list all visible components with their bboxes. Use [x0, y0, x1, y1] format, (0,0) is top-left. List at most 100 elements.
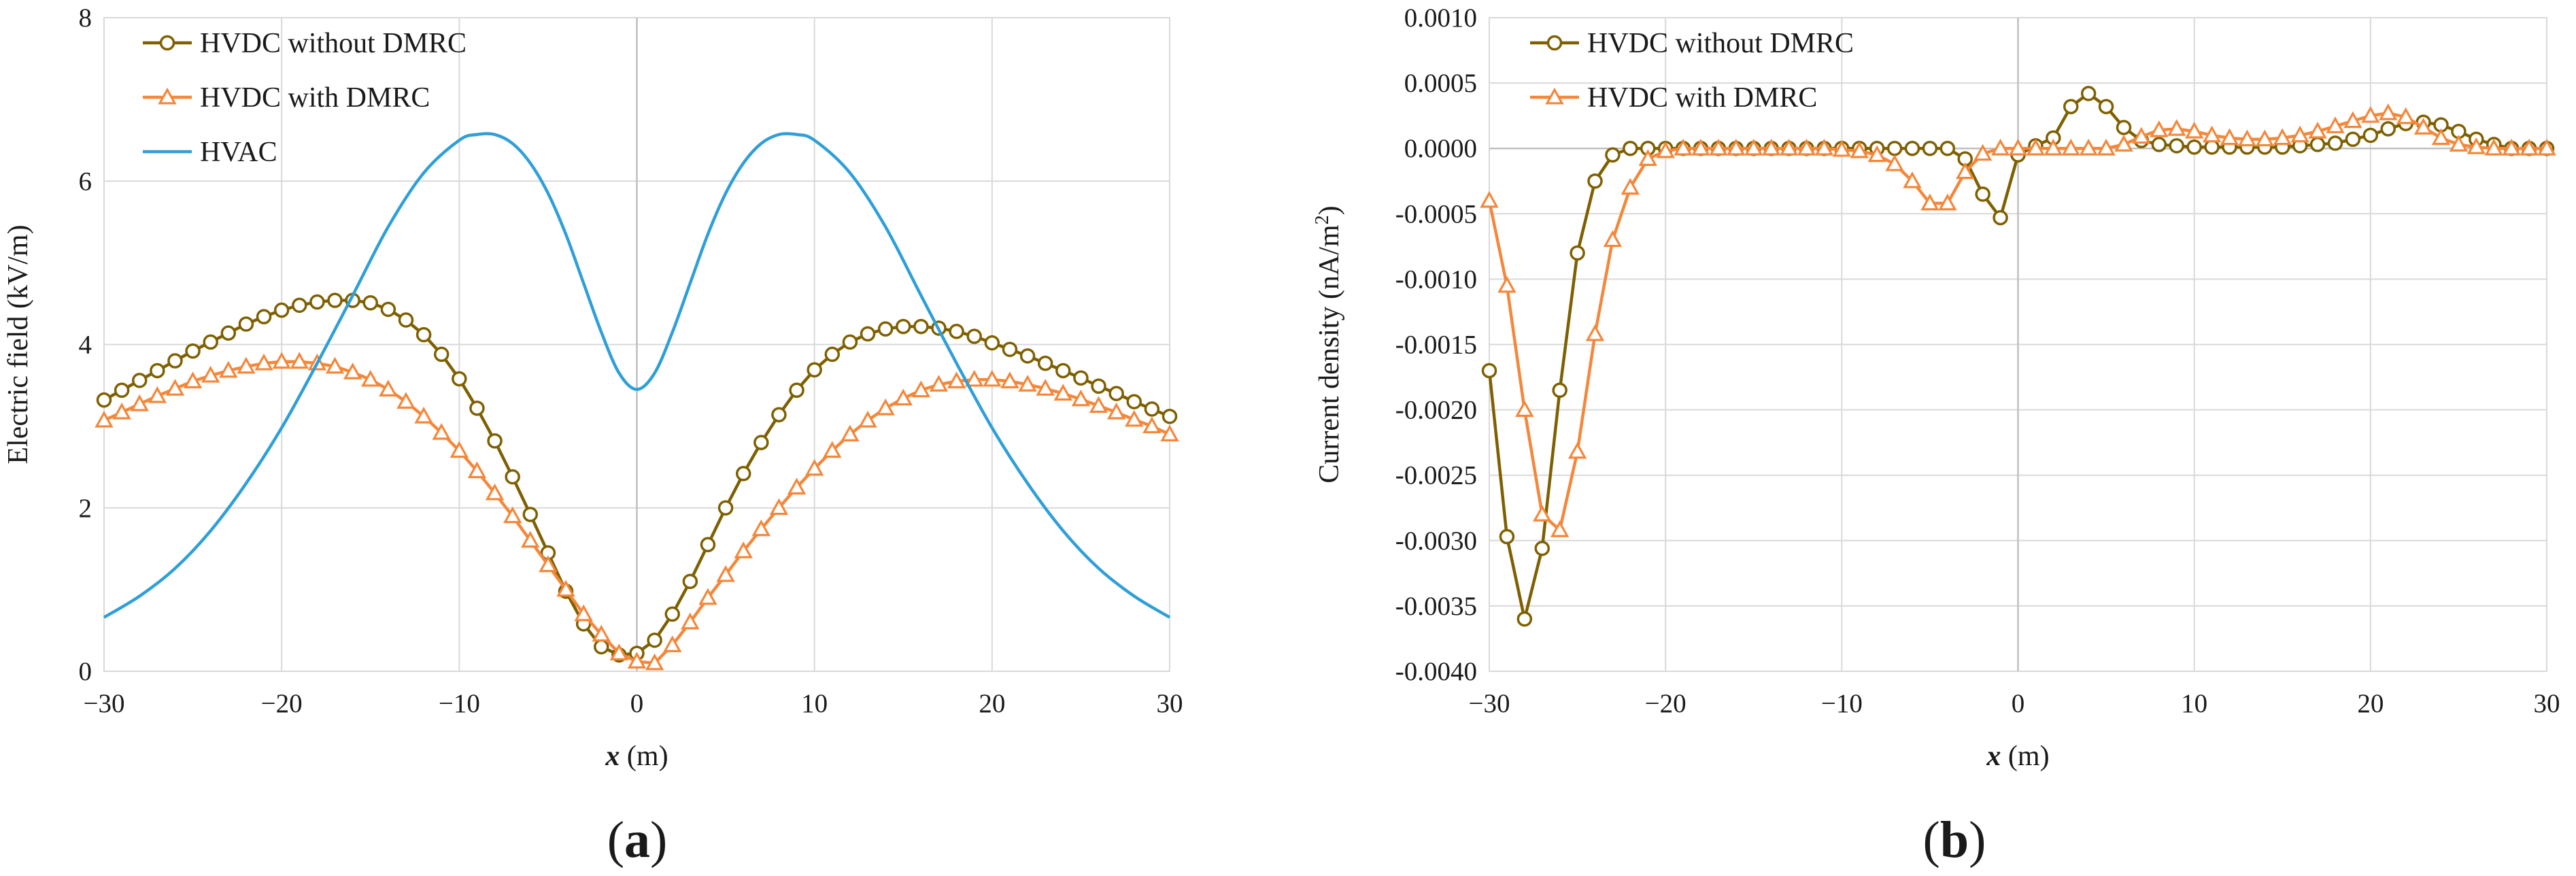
data-point-hvdc-without-dmrc — [1605, 147, 1621, 163]
data-point-hvdc-with-dmrc — [663, 635, 682, 652]
data-point-hvdc-without-dmrc — [1534, 541, 1550, 556]
data-point-hvdc-with-dmrc — [2132, 127, 2151, 144]
data-point-hvdc-with-dmrc — [539, 555, 558, 573]
data-point-hvdc-with-dmrc — [787, 477, 807, 495]
data-point-hvdc-with-dmrc — [1603, 230, 1623, 248]
data-point-hvdc-without-dmrc — [1499, 528, 1515, 545]
data-point-hvdc-without-dmrc — [2063, 99, 2079, 114]
data-point-hvdc-with-dmrc — [2167, 119, 2186, 136]
data-point-hvdc-without-dmrc — [185, 343, 201, 359]
data-point-hvdc-without-dmrc — [238, 316, 254, 332]
legend-label-hvdc-without-dmrc: HVDC without DMRC — [200, 28, 467, 59]
data-point-hvdc-with-dmrc — [343, 363, 362, 380]
legend-label-hvac: HVAC — [200, 137, 277, 168]
data-point-hvdc-with-dmrc — [467, 461, 487, 479]
data-point-hvdc-with-dmrc — [272, 352, 291, 369]
data-point-hvdc-with-dmrc — [183, 371, 203, 388]
data-point-hvdc-with-dmrc — [1938, 193, 1957, 211]
y-tick-label-a: 6 — [79, 167, 92, 196]
y-axis-title-a: Electric field (kV/m) — [3, 224, 34, 464]
data-point-hvdc-with-dmrc — [2431, 128, 2451, 146]
data-point-hvdc-without-dmrc — [717, 500, 734, 516]
data-point-hvdc-without-dmrc — [96, 392, 112, 408]
data-point-hvdc-without-dmrc — [167, 353, 183, 369]
data-point-hvdc-without-dmrc — [203, 334, 218, 350]
data-point-hvdc-with-dmrc — [1797, 138, 1816, 156]
data-point-hvdc-without-dmrc — [2309, 137, 2326, 152]
data-point-hvdc-with-dmrc — [2520, 138, 2539, 156]
data-point-hvdc-without-dmrc — [220, 325, 237, 341]
data-point-hvdc-with-dmrc — [2343, 111, 2362, 129]
data-point-hvdc-with-dmrc — [1885, 154, 1904, 171]
data-point-hvdc-with-dmrc — [681, 612, 700, 630]
x-tick-label-a: 30 — [1157, 689, 1183, 718]
y-tick-label-a: 0 — [79, 657, 92, 686]
data-point-hvdc-with-dmrc — [1533, 505, 1552, 522]
data-point-hvdc-with-dmrc — [645, 653, 664, 671]
data-point-hvdc-without-dmrc — [309, 294, 325, 310]
data-point-hvdc-with-dmrc — [2008, 138, 2028, 156]
data-point-hvdc-with-dmrc — [2097, 138, 2116, 156]
data-point-hvdc-with-dmrc — [751, 519, 771, 537]
data-point-hvdc-with-dmrc — [2361, 105, 2380, 123]
data-point-hvdc-with-dmrc — [1920, 193, 1939, 211]
data-point-hvdc-without-dmrc — [1886, 140, 1903, 156]
chart-panel-a: −30 −20 −10 0 10 20 30 0 2 4 6 8 x (m) Electric field… — [3, 3, 1183, 772]
data-point-hvdc-without-dmrc — [771, 407, 787, 423]
data-point-hvdc-with-dmrc — [1727, 138, 1746, 156]
data-point-hvdc-without-dmrc — [1091, 378, 1106, 394]
data-point-hvdc-without-dmrc — [416, 326, 432, 343]
data-point-hvdc-with-dmrc — [485, 483, 505, 501]
data-point-hvdc-with-dmrc — [1867, 145, 1886, 163]
data-point-hvdc-with-dmrc — [1744, 138, 1763, 156]
data-point-hvdc-without-dmrc — [2151, 137, 2167, 152]
data-point-hvdc-with-dmrc — [2413, 118, 2433, 135]
data-point-hvdc-with-dmrc — [1990, 138, 2010, 156]
data-point-hvdc-without-dmrc — [1108, 386, 1124, 401]
data-point-hvdc-with-dmrc — [1621, 178, 1640, 195]
data-point-hvdc-without-dmrc — [1144, 401, 1160, 417]
data-point-hvdc-without-dmrc — [1516, 611, 1533, 627]
legend-label-hvdc-with-dmrc: HVDC with DMRC — [1587, 82, 1817, 114]
data-point-hvdc-without-dmrc — [1002, 341, 1018, 357]
data-point-hvdc-without-dmrc — [1481, 363, 1497, 379]
data-point-hvdc-with-dmrc — [219, 360, 238, 378]
data-point-hvdc-without-dmrc — [1037, 355, 1053, 371]
y-tick-label-b: -0.0015 — [1395, 331, 1477, 360]
data-point-hvdc-without-dmrc — [807, 362, 822, 377]
data-point-hvdc-with-dmrc — [1053, 384, 1073, 401]
data-point-hvdc-with-dmrc — [858, 410, 877, 428]
y-tick-label-b: 0.0000 — [1404, 134, 1477, 163]
data-point-hvdc-without-dmrc — [1552, 382, 1567, 399]
data-point-hvdc-with-dmrc — [1638, 149, 1657, 166]
data-point-hvdc-with-dmrc — [503, 506, 522, 524]
data-point-hvdc-without-dmrc — [2098, 99, 2114, 114]
data-point-hvdc-with-dmrc — [1832, 139, 1852, 157]
data-point-hvdc-without-dmrc — [1904, 140, 1920, 156]
data-point-hvdc-without-dmrc — [2362, 127, 2379, 144]
data-point-hvdc-with-dmrc — [2290, 125, 2309, 143]
data-point-hvdc-with-dmrc — [2150, 120, 2169, 137]
data-point-hvdc-with-dmrc — [2079, 138, 2098, 156]
data-point-hvdc-without-dmrc — [1126, 394, 1142, 409]
data-point-hvdc-with-dmrc — [2114, 135, 2133, 152]
data-point-hvdc-with-dmrc — [1956, 162, 1975, 180]
data-point-hvdc-with-dmrc — [2202, 125, 2222, 143]
data-point-hvdc-with-dmrc — [804, 458, 824, 476]
data-point-hvdc-without-dmrc — [2380, 121, 2396, 137]
data-point-hvdc-with-dmrc — [1106, 402, 1126, 420]
data-point-hvdc-with-dmrc — [841, 424, 860, 442]
data-point-hvdc-with-dmrc — [290, 352, 309, 369]
data-point-hvdc-without-dmrc — [256, 309, 272, 324]
data-point-hvdc-with-dmrc — [556, 579, 575, 597]
data-point-hvdc-without-dmrc — [594, 639, 609, 655]
series-hvdc-with-dmrc-b — [1480, 103, 2556, 537]
data-point-hvdc-without-dmrc — [664, 606, 680, 622]
data-point-hvdc-without-dmrc — [2204, 139, 2220, 155]
data-point-hvdc-without-dmrc — [966, 328, 982, 344]
data-point-hvdc-without-dmrc — [452, 371, 467, 387]
data-point-hvdc-with-dmrc — [2449, 135, 2469, 152]
data-point-hvdc-with-dmrc — [1691, 138, 1710, 156]
data-point-hvdc-with-dmrc — [1125, 409, 1144, 427]
data-point-hvdc-with-dmrc — [450, 441, 469, 458]
